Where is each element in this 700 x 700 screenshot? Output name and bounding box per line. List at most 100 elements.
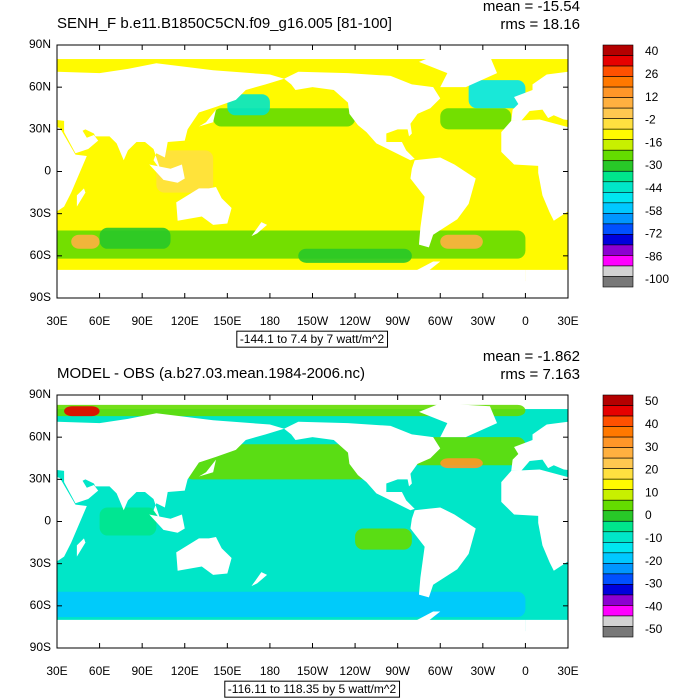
colorbar-box	[602, 552, 634, 564]
colorbar-label: 26	[645, 67, 659, 81]
colorbar-box	[602, 223, 634, 235]
colorbar-box	[602, 394, 634, 406]
lat-label: 90N	[29, 37, 51, 51]
contour-info: -144.1 to 7.4 by 7 watt/m^2	[240, 332, 385, 346]
lon-label: 30E	[557, 314, 578, 328]
rms-label: rms = 7.163	[500, 366, 580, 383]
field-region	[0, 405, 14, 416]
land	[251, 222, 268, 237]
colorbar-box	[602, 202, 634, 214]
field-region	[184, 444, 370, 480]
colorbar-box	[602, 415, 634, 427]
colorbar-box	[602, 626, 634, 638]
mean-label: mean = -1.862	[483, 348, 580, 365]
lon-label: 120W	[339, 314, 371, 328]
colorbar-box	[602, 76, 634, 88]
colorbar-box	[602, 447, 634, 459]
colorbar-box	[602, 139, 634, 151]
colorbar-box	[602, 55, 634, 67]
colorbar-box	[602, 213, 634, 225]
land	[76, 538, 86, 557]
colorbar-label: -20	[645, 554, 663, 568]
lon-label: 120E	[171, 664, 199, 678]
colorbar-label: -2	[645, 113, 656, 127]
colorbar-label: 30	[645, 440, 659, 454]
lat-label: 60S	[30, 248, 51, 262]
lon-label: 90E	[131, 664, 152, 678]
land	[251, 572, 268, 587]
land	[501, 469, 568, 571]
contour-info-box	[224, 680, 401, 698]
colorbar-label: 40	[645, 417, 659, 431]
colorbar-box	[602, 478, 634, 490]
colorbar-box	[602, 107, 634, 119]
land	[660, 514, 695, 532]
field-region	[298, 248, 412, 263]
field-region	[227, 94, 270, 116]
land	[687, 187, 700, 225]
colorbar-box	[602, 234, 634, 246]
lon-label: 30W	[470, 314, 495, 328]
colorbar-box	[602, 276, 634, 288]
colorbar-label: -16	[645, 135, 663, 149]
land	[588, 538, 597, 556]
colorbar-box	[602, 573, 634, 585]
land	[0, 395, 14, 403]
colorbar-label: -30	[645, 158, 663, 172]
lat-label: 30N	[29, 472, 51, 486]
field-region	[57, 404, 526, 417]
land	[501, 119, 568, 221]
colorbar-label: -72	[645, 227, 663, 241]
lon-label: 30E	[557, 664, 578, 678]
land	[57, 63, 285, 171]
land	[76, 188, 86, 207]
lon-label: 120W	[339, 664, 371, 678]
land	[411, 261, 441, 273]
field-region	[57, 591, 526, 618]
colorbar-box	[602, 489, 634, 501]
land	[418, 403, 498, 438]
lon-label: 150E	[213, 314, 241, 328]
colorbar-label: -30	[645, 577, 663, 591]
land	[525, 619, 568, 648]
colorbar-label: 0	[645, 508, 652, 522]
land	[410, 507, 476, 598]
colorbar-label: 40	[645, 44, 659, 58]
land	[525, 45, 568, 54]
lon-label: 0	[522, 314, 529, 328]
lat-label: 30S	[30, 556, 51, 570]
colorbar-box	[602, 149, 634, 162]
colorbar-box	[602, 542, 634, 554]
field-region	[0, 231, 14, 259]
colorbar-box	[602, 244, 634, 256]
lat-label: 30N	[29, 122, 51, 136]
lat-label: 0	[44, 514, 51, 528]
colorbar-label: -10	[645, 531, 663, 545]
lon-label: 60E	[89, 664, 110, 678]
colorbar-label: -86	[645, 249, 663, 263]
colorbar-box	[602, 255, 634, 267]
field-region	[411, 437, 526, 466]
colorbar-box	[602, 181, 634, 193]
lon-label: 120E	[171, 314, 199, 328]
field-region	[0, 80, 14, 108]
colorbar-label: -58	[645, 204, 663, 218]
land	[149, 164, 185, 183]
field-region	[0, 437, 14, 465]
colorbar-box	[602, 44, 634, 56]
land	[525, 269, 568, 298]
colorbar-box	[602, 510, 634, 522]
lat-label: 60N	[29, 429, 51, 443]
lon-label: 90E	[131, 314, 152, 328]
lon-label: 90W	[385, 314, 410, 328]
field-region	[468, 80, 526, 109]
field-region	[64, 406, 100, 417]
colorbar-label: 12	[645, 90, 659, 104]
colorbar-box	[602, 468, 634, 480]
lat-label: 90S	[30, 640, 51, 654]
land	[284, 71, 441, 161]
colorbar-box	[602, 594, 634, 606]
colorbar-box	[602, 160, 634, 172]
field-region	[99, 507, 157, 536]
lon-label: 60E	[89, 314, 110, 328]
